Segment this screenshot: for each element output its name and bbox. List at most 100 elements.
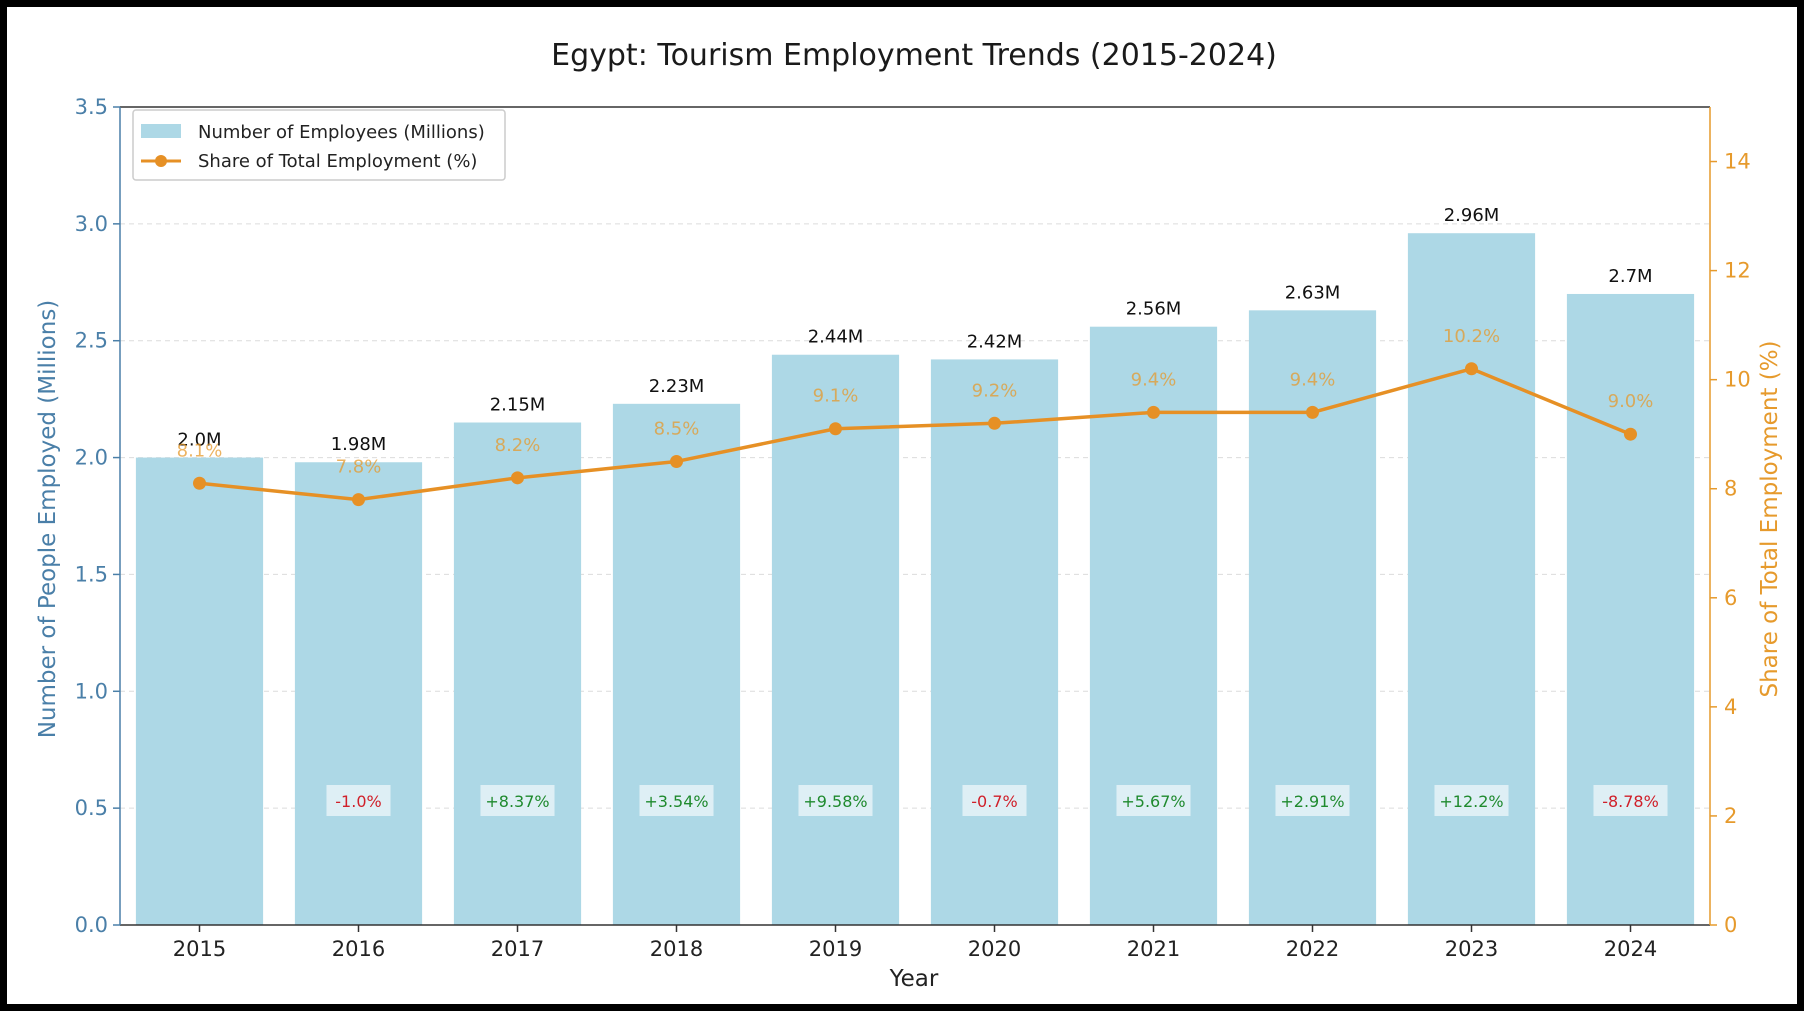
bar-value-label: 2.7M xyxy=(1608,266,1652,287)
change-badge xyxy=(1275,785,1350,816)
left-tick-label: 1.0 xyxy=(75,679,108,703)
change-label: +3.54% xyxy=(644,792,708,811)
change-annotations: -1.0% +8.37% +3.54% +9.58% -0.7% +5.67% +2.91%… xyxy=(326,785,1668,816)
bar-value-label: 2.56M xyxy=(1126,299,1182,320)
chart-title: Egypt: Tourism Employment Trends (2015-2… xyxy=(551,38,1277,73)
share-value-label: 8.5% xyxy=(654,418,700,439)
change-badge xyxy=(1434,785,1509,816)
x-tick-label: 2020 xyxy=(968,937,1021,961)
bar-value-labels: 2.0M 1.98M 2.15M 2.23M 2.44M 2.42M 2.56M 2.63M 2… xyxy=(177,205,1652,455)
share-value-label: 9.4% xyxy=(1131,369,1177,390)
share-point xyxy=(511,471,524,485)
bar-series xyxy=(135,233,1695,926)
legend-line-marker xyxy=(155,155,167,167)
left-tick-label: 2.5 xyxy=(75,329,108,353)
bar xyxy=(1089,326,1218,926)
right-y-axis-label: Share of Total Employment (%) xyxy=(1757,340,1783,697)
bar-value-label: 2.15M xyxy=(490,395,546,416)
x-tick-label: 2017 xyxy=(491,937,544,961)
right-tick-label: 0 xyxy=(1724,913,1737,937)
left-tick-label: 0.5 xyxy=(75,796,108,820)
bar xyxy=(135,457,264,925)
bar-value-label: 2.44M xyxy=(808,327,864,348)
share-point xyxy=(1147,405,1160,419)
bar xyxy=(612,403,741,925)
legend-line-label: Share of Total Employment (%) xyxy=(198,151,477,172)
left-tick-label: 3.5 xyxy=(75,95,108,119)
chart-canvas: Egypt: Tourism Employment Trends (2015-2… xyxy=(35,38,1783,992)
share-value-label: 9.2% xyxy=(972,380,1018,401)
right-tick-label: 4 xyxy=(1724,695,1737,719)
legend: Number of Employees (Millions) Share of … xyxy=(132,109,506,181)
change-label: -0.7% xyxy=(971,792,1017,811)
left-tick-label: 3.0 xyxy=(75,212,108,236)
legend-bar-label: Number of Employees (Millions) xyxy=(198,122,485,143)
left-tick-label: 0.0 xyxy=(75,913,108,937)
change-badge xyxy=(639,785,714,816)
right-tick-label: 12 xyxy=(1724,259,1751,283)
change-label: -8.78% xyxy=(1602,792,1659,811)
axes: 0.0 0.5 1.0 1.5 2.0 2.5 3.0 3.5 0 2 4 6 8 10 12 14 2015 2… xyxy=(75,95,1751,961)
left-y-axis-label: Number of People Employed (Millions) xyxy=(35,300,61,739)
bar-value-label: 2.96M xyxy=(1444,205,1500,226)
left-tick-label: 1.5 xyxy=(75,562,108,586)
share-value-label: 9.0% xyxy=(1608,391,1654,412)
bar-value-label: 2.63M xyxy=(1285,282,1341,303)
change-badge xyxy=(480,785,555,816)
share-point xyxy=(352,493,365,507)
x-tick-label: 2023 xyxy=(1445,937,1498,961)
share-line-series: 8.1% 7.8% 8.2% 8.5% 9.1% 9.2% 9.4% 9.4% 10.2% 9.0… xyxy=(177,326,1654,507)
change-badge xyxy=(1593,785,1668,816)
x-axis-label: Year xyxy=(889,966,939,992)
bar xyxy=(453,422,582,925)
share-line xyxy=(199,367,1632,502)
bar-value-label: 2.23M xyxy=(649,376,705,397)
share-value-label: 9.1% xyxy=(813,386,859,407)
left-tick-label: 2.0 xyxy=(75,446,108,470)
share-value-label: 10.2% xyxy=(1443,326,1500,347)
bar xyxy=(1566,293,1695,925)
right-tick-label: 14 xyxy=(1724,150,1751,174)
share-point xyxy=(670,454,683,468)
share-point xyxy=(988,416,1001,430)
bar xyxy=(930,359,1059,925)
bar-value-label: 2.0M xyxy=(177,430,221,451)
x-tick-label: 2021 xyxy=(1127,937,1180,961)
bar-value-label: 1.98M xyxy=(331,434,387,455)
x-tick-label: 2019 xyxy=(809,937,862,961)
bar xyxy=(1248,310,1377,925)
x-tick-label: 2018 xyxy=(650,937,703,961)
legend-bar-swatch xyxy=(141,124,181,138)
right-tick-label: 6 xyxy=(1724,586,1737,610)
share-point xyxy=(1465,362,1478,376)
change-label: +8.37% xyxy=(485,792,549,811)
legend-box xyxy=(132,109,506,181)
change-label: -1.0% xyxy=(335,792,381,811)
share-point xyxy=(1624,427,1637,441)
right-tick-label: 2 xyxy=(1724,804,1737,828)
share-point xyxy=(1306,405,1319,419)
x-tick-label: 2015 xyxy=(173,937,226,961)
share-point xyxy=(193,476,206,490)
change-label: +9.58% xyxy=(803,792,867,811)
change-badge xyxy=(798,785,873,816)
change-label: +5.67% xyxy=(1121,792,1185,811)
share-point xyxy=(829,422,842,436)
share-value-label: 7.8% xyxy=(336,457,382,478)
x-tick-label: 2022 xyxy=(1286,937,1339,961)
change-label: +12.2% xyxy=(1439,792,1503,811)
bar-value-label: 2.42M xyxy=(967,331,1023,352)
bar xyxy=(294,462,423,925)
right-tick-label: 10 xyxy=(1724,368,1751,392)
change-badge xyxy=(1116,785,1191,816)
change-badge xyxy=(962,785,1027,816)
share-value-label: 8.2% xyxy=(495,435,541,456)
bar xyxy=(771,354,900,925)
x-tick-label: 2016 xyxy=(332,937,385,961)
share-value-label: 9.4% xyxy=(1290,369,1336,390)
share-value-label: 8.1% xyxy=(177,440,223,461)
change-badge xyxy=(326,785,391,816)
right-tick-label: 8 xyxy=(1724,477,1737,501)
x-tick-label: 2024 xyxy=(1604,937,1657,961)
